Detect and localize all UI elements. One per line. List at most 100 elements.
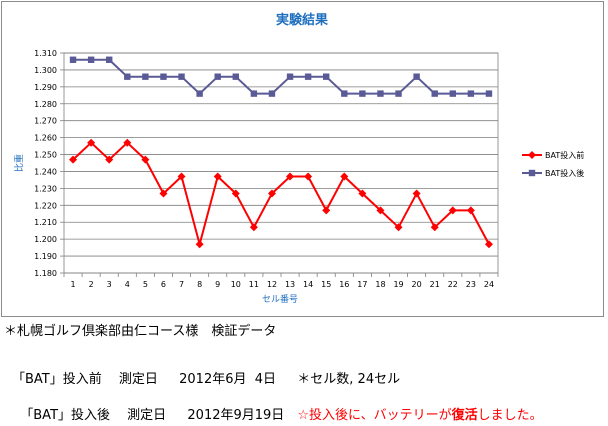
x-tick-label: 11 — [249, 280, 259, 289]
data-point — [359, 90, 366, 97]
x-tick-label: 17 — [357, 280, 367, 289]
data-point — [231, 189, 240, 198]
y-tick-label: 1.300 — [34, 66, 57, 75]
data-point — [124, 73, 131, 80]
x-tick-label: 16 — [339, 280, 349, 289]
y-tick-label: 1.220 — [34, 201, 57, 210]
legend-label: BAT投入前 — [545, 150, 584, 160]
data-point — [304, 73, 312, 80]
x-tick-label: 9 — [215, 280, 220, 289]
data-point — [123, 138, 132, 147]
series-1 — [69, 138, 493, 249]
data-point — [87, 56, 95, 63]
data-point — [69, 155, 78, 164]
y-tick-label: 1.290 — [34, 83, 57, 92]
x-tick-label: 6 — [161, 280, 166, 289]
x-tick-label: 21 — [430, 280, 440, 289]
data-point — [431, 90, 438, 97]
data-point — [106, 56, 113, 63]
y-tick-label: 1.210 — [34, 218, 57, 227]
note-after-row: 「BAT」投入後 測定日 2012年9月19日 ☆投入後に、バッテリーが復活しま… — [12, 392, 543, 424]
data-point — [286, 172, 295, 181]
data-point — [250, 90, 258, 97]
data-point — [69, 56, 77, 63]
x-tick-label: 24 — [484, 280, 494, 289]
note-result-strong: 復活 — [451, 408, 478, 423]
note-venue: ＊札幌ゴルフ倶楽部由仁コース様 検証データ — [4, 324, 277, 339]
data-point — [485, 90, 493, 97]
series-layer — [69, 56, 493, 249]
x-tick-label: 5 — [143, 280, 148, 289]
y-tick-label: 1.250 — [34, 151, 57, 160]
data-point — [358, 189, 367, 198]
data-point — [322, 206, 331, 215]
data-point — [413, 73, 420, 80]
series-line — [73, 58, 489, 95]
x-tick-label: 8 — [197, 280, 202, 289]
data-point — [286, 73, 294, 80]
data-point — [304, 172, 313, 181]
data-point — [142, 73, 149, 80]
x-tick-label: 20 — [412, 280, 422, 289]
y-tick-label: 1.240 — [34, 167, 57, 176]
note-result-a: ☆投入後に、バッテリーが — [297, 408, 452, 423]
y-axis-title: 比重 — [13, 154, 25, 172]
grid-layer — [60, 52, 499, 274]
data-point — [340, 172, 349, 181]
data-point — [377, 90, 384, 97]
x-tick-label: 10 — [231, 280, 241, 289]
y-tick-label: 1.270 — [34, 117, 57, 126]
data-point — [159, 189, 168, 198]
data-point — [484, 240, 493, 249]
x-tick-label: 15 — [321, 280, 331, 289]
x-tick-label: 13 — [285, 280, 295, 289]
data-point — [87, 138, 96, 147]
data-point — [232, 73, 239, 80]
y-tick-label: 1.260 — [34, 134, 57, 143]
x-tick-label: 3 — [107, 280, 112, 289]
data-point — [195, 240, 204, 249]
chart-title: 実験結果 — [276, 12, 328, 28]
y-tick-label: 1.310 — [34, 49, 57, 58]
chart-svg: 実験結果 比重 セル番号 1.1801.1901.2001.2101.2201.… — [13, 12, 584, 305]
data-point — [249, 223, 258, 232]
data-point — [323, 73, 330, 80]
chart-frame: 実験結果 比重 セル番号 1.180 1.190 1.200 1.210 1.220 1.… — [1, 1, 604, 317]
note-before-date: 「BAT」投入前 測定日 2012年6月 4日 ＊セル数, 24セル — [12, 372, 401, 387]
data-point — [430, 223, 439, 232]
x-tick-label: 7 — [179, 280, 184, 289]
series-2 — [69, 56, 493, 97]
x-ticks-layer: 1 2 3 4 5 6 7 8 9 10 11 12 13 14 15 16 17 18 19 20 21 22 23 24 — [63, 273, 499, 289]
data-point — [448, 206, 457, 215]
data-point — [213, 172, 222, 181]
data-point — [196, 90, 203, 97]
data-point — [214, 73, 221, 80]
series-line — [72, 141, 490, 249]
y-tick-label: 1.230 — [34, 184, 57, 193]
x-tick-label: 14 — [303, 280, 313, 289]
y-tick-label: 1.190 — [34, 252, 57, 261]
x-tick-label: 4 — [125, 280, 130, 289]
data-point — [105, 155, 114, 164]
x-tick-label: 23 — [466, 280, 476, 289]
data-point — [412, 189, 421, 198]
x-tick-label: 2 — [89, 280, 94, 289]
data-point — [160, 73, 167, 80]
legend: BAT投入前 BAT投入後 — [522, 150, 584, 178]
note-result-b: しました。 — [477, 408, 543, 423]
x-tick-label: 1 — [70, 280, 75, 289]
data-point — [178, 73, 185, 80]
legend-label: BAT投入後 — [545, 168, 584, 178]
x-tick-label: 18 — [375, 280, 385, 289]
legend-marker — [528, 169, 536, 177]
data-point — [267, 189, 276, 198]
data-point — [467, 90, 475, 97]
data-point — [449, 90, 456, 97]
data-point — [141, 155, 150, 164]
y-tick-label: 1.200 — [34, 235, 57, 244]
legend-item: BAT投入後 — [522, 168, 584, 178]
legend-item: BAT投入前 — [522, 150, 584, 160]
y-tick-label: 1.280 — [34, 100, 57, 109]
x-axis-title: セル番号 — [262, 293, 298, 305]
data-point — [394, 223, 403, 232]
